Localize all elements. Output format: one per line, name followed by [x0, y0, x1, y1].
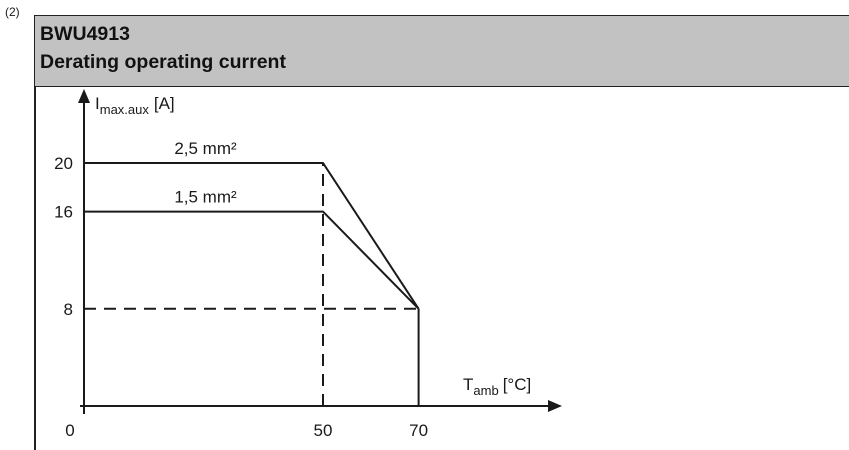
chart-header: BWU4913 Derating operating current [34, 15, 849, 87]
x-axis-symbol: T [463, 375, 473, 394]
axes [78, 89, 562, 414]
series-label-2: 1,5 mm² [174, 188, 237, 207]
series-lines [84, 162, 420, 310]
y-tick-label-16: 16 [54, 203, 73, 222]
x-tick-label-50: 50 [314, 421, 333, 440]
x-axis-subscript: amb [473, 383, 498, 398]
reference-lines [84, 163, 420, 406]
product-code: BWU4913 [40, 23, 130, 45]
tick-labels: 20 16 8 0 50 70 [54, 154, 428, 440]
y-axis-symbol: I [95, 94, 100, 113]
series-line-2 [84, 210, 420, 310]
x-axis-arrow [548, 400, 562, 412]
series-label-1: 2,5 mm² [174, 139, 237, 158]
chart-labels: Imax.aux [A] Tamb [°C] 2,5 mm² 1,5 mm² [95, 94, 531, 398]
x-tick-label-0: 0 [65, 421, 74, 440]
y-axis-subscript: max.aux [100, 102, 150, 117]
y-tick-label-8: 8 [64, 300, 73, 319]
chart-title: Derating operating current [40, 51, 286, 73]
x-axis-unit: [°C] [503, 375, 532, 394]
footnote-marker: (2) [5, 5, 20, 19]
panel-left-border [34, 86, 36, 450]
y-axis-label: Imax.aux [A] [95, 94, 175, 117]
x-axis-label: Tamb [°C] [463, 375, 531, 398]
y-axis-unit: [A] [154, 94, 175, 113]
x-tick-label-70: 70 [409, 421, 428, 440]
y-tick-label-20: 20 [54, 154, 73, 173]
y-axis-arrow [78, 89, 90, 103]
series-line-1 [84, 162, 420, 310]
